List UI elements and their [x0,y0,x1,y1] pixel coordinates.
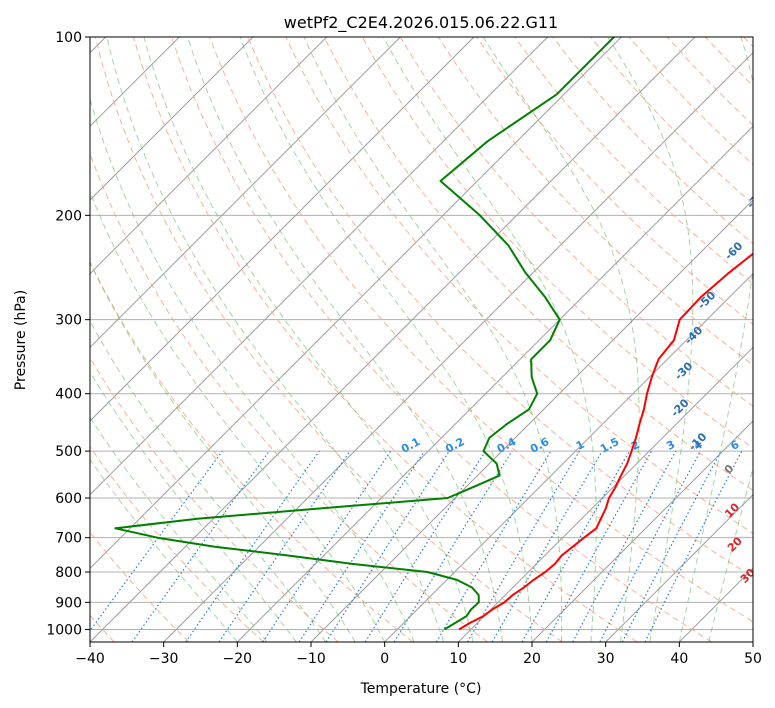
dry-adiabat-line [171,37,712,642]
dry-adiabat-line [323,37,753,491]
mixing-ratio-line [393,450,513,642]
sounding-profiles [114,37,753,631]
dry-adiabat-line [90,446,264,642]
dry-adiabat-line [476,37,753,325]
dry-adiabat-line [514,37,753,285]
x-tick-label: −20 [223,651,253,667]
moist-adiabat-line [90,458,238,642]
y-axis-ticks: 100 200 300 400 500 600 700 800 900 1000 [46,30,90,638]
isotherm-line [90,37,401,349]
x-tick-label: −40 [75,651,105,667]
isotherm-line [236,125,753,642]
moist-adiabat-line [90,416,268,642]
x-axis-label: Temperature (°C) [360,681,482,697]
y-tick-label: 300 [55,313,82,329]
moist-adiabat-line [106,37,445,642]
mixing-ratio-lines [90,450,743,642]
moist-adiabat-line [482,37,640,642]
y-tick-label: 900 [55,595,82,611]
moist-adiabat-line [90,97,415,642]
dry-adiabat-line [90,356,339,642]
y-tick-label: 500 [55,444,82,460]
moist-adiabat-line [708,466,753,642]
isotherm-line [90,37,475,422]
mixing-ratio-line [521,450,631,642]
isotherm-line [163,51,753,642]
dry-adiabat-line [132,37,638,642]
moist-adiabat-line [607,37,694,642]
moist-adiabat-line [143,37,474,642]
x-tick-label: 20 [523,651,541,667]
y-tick-label: 400 [55,387,82,403]
isotherm-line [90,37,254,201]
moist-adiabat-line [90,190,386,642]
plot-area: 0.10.20.40.611.52346810131620253036-100-… [90,37,767,642]
temperature-profile-line [458,252,753,631]
dry-adiabat-label: -70 [744,188,767,211]
x-tick-label: 0 [380,651,389,667]
mixing-ratio-line [644,450,743,642]
mixing-ratio-line [185,450,320,642]
moist-adiabat-line [382,37,597,642]
y-axis-label: Pressure (hPa) [13,290,29,390]
y-tick-label: 800 [55,565,82,581]
isotherm-line [384,272,753,642]
isotherm-line [90,37,696,642]
isotherm-line [531,420,753,642]
x-tick-label: 50 [744,651,762,667]
y-tick-label: 600 [55,491,82,507]
y-tick-label: 1000 [46,622,82,638]
x-tick-label: −10 [296,651,326,667]
y-tick-label: 200 [55,208,82,224]
x-tick-label: 30 [597,651,615,667]
dry-adiabat-line [90,260,414,642]
plot-frame [89,36,754,643]
y-tick-label: 700 [55,531,82,547]
x-tick-label: 40 [670,651,688,667]
dry-adiabat-line [247,37,753,578]
moist-adiabat-line [187,37,503,642]
dry-adiabat-line [94,37,563,642]
y-tick-label: 100 [55,30,82,46]
moist-adiabat-line [90,261,356,642]
mixing-ratio-line [545,450,653,642]
isotherm-line [605,493,753,642]
moist-adiabat-line [239,37,533,642]
dry-adiabats [90,37,753,642]
mixing-ratio-line [218,450,351,642]
isotherm-line [90,37,622,570]
mixing-ratio-line [90,450,223,632]
x-tick-label: 10 [449,651,467,667]
dry-adiabat-line [209,37,753,623]
chart-title: wetPf2_C2E4.2026.015.06.22.G11 [284,13,558,33]
moist-adiabats [90,37,753,642]
skewed-isotherms [90,37,753,642]
mixing-ratio-line [262,450,392,642]
dry-adiabat-line [285,37,753,535]
mixing-ratio-line [572,450,677,642]
pressure-gridlines [90,37,753,630]
moist-adiabat-line [90,370,297,642]
mixing-ratio-line [131,450,270,642]
moist-adiabat-line [90,320,327,642]
isotherm-line [90,37,328,275]
x-tick-label: −30 [149,651,179,667]
x-axis-ticks: −40 −30 −20 −10 0 10 20 30 40 50 [75,642,762,667]
moist-adiabat-line [678,37,753,642]
moist-adiabat-line [303,37,563,642]
dewpoint-profile-line [114,37,615,631]
mixing-ratio-line [325,450,450,642]
isotherm-line [90,37,549,496]
